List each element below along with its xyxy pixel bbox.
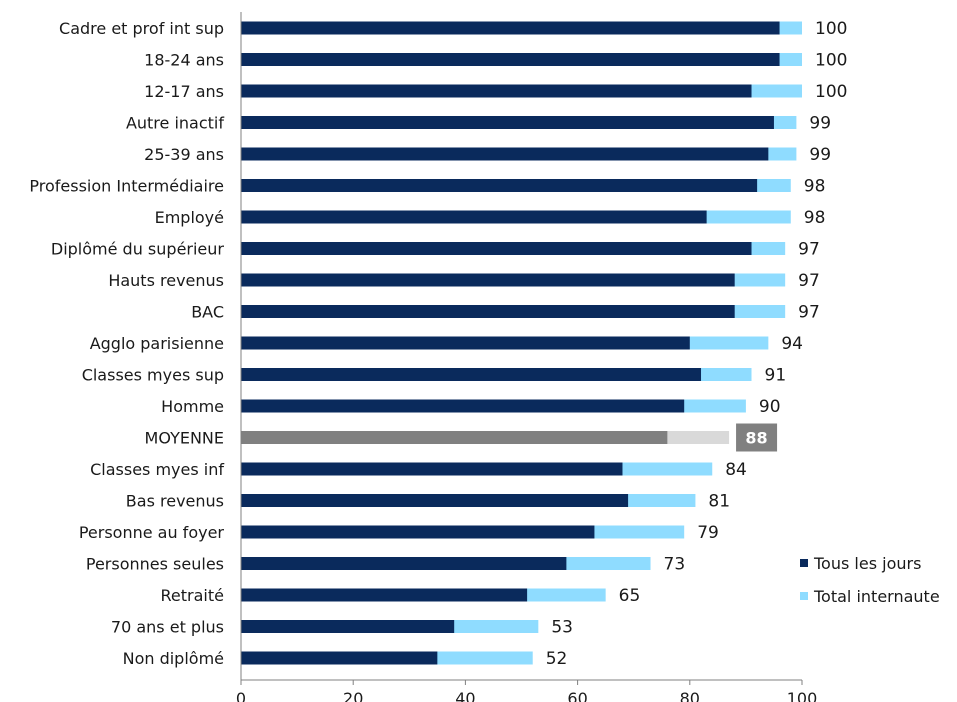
category-label: Personnes seules (86, 555, 224, 574)
category-label: Homme (161, 397, 224, 416)
category-label: Employé (155, 208, 224, 227)
data-label: 73 (664, 555, 686, 575)
category-label: Cadre et prof int sup (59, 19, 224, 38)
category-labels: Cadre et prof int sup 18-24 ans 12-17 ans A… (29, 19, 224, 668)
category-label: 25-39 ans (144, 145, 224, 164)
category-label: 18-24 ans (144, 51, 224, 70)
data-label: 100 (815, 82, 847, 102)
data-label: 99 (809, 114, 831, 134)
data-label: 100 (815, 51, 847, 71)
category-label: 12-17 ans (144, 82, 224, 101)
bar-tous-les-jours (241, 494, 629, 507)
data-label: 94 (781, 334, 803, 354)
data-label: 98 (804, 177, 826, 197)
category-label: Bas revenus (126, 492, 224, 511)
bar-tous-les-jours (241, 84, 752, 98)
bar-tous-les-jours (241, 336, 690, 350)
data-label: 65 (619, 586, 641, 606)
bar-tous-les-jours (241, 557, 567, 570)
data-label: 88 (745, 429, 767, 448)
legend-swatch (800, 559, 808, 567)
bar-tous-les-jours (241, 210, 707, 224)
data-label: 97 (798, 303, 820, 323)
legend-label: Total internaute (813, 587, 940, 606)
data-label: 53 (551, 618, 573, 638)
bar-tous-les-jours (241, 273, 735, 287)
bar-tous-les-jours (241, 399, 685, 413)
category-label: Agglo parisienne (90, 334, 224, 353)
data-label: 99 (809, 145, 831, 165)
legend-swatch (800, 592, 808, 600)
category-label: 70 ans et plus (111, 618, 224, 637)
bar-tous-les-jours (241, 431, 668, 444)
data-label: 52 (546, 649, 568, 669)
bar-tous-les-jours (241, 53, 780, 66)
category-label: Profession Intermédiaire (29, 177, 224, 196)
x-axis: 0 20 40 60 80 100 (236, 12, 817, 702)
category-label: Classes myes sup (82, 366, 224, 385)
bar-tous-les-jours (241, 651, 438, 665)
data-label: 97 (798, 271, 820, 291)
category-label: MOYENNE (145, 429, 224, 448)
x-tick-label: 80 (680, 689, 700, 702)
data-label: 98 (804, 208, 826, 228)
category-label: Personne au foyer (79, 523, 225, 542)
highlight-label-background (736, 423, 778, 452)
x-tick-label: 60 (567, 689, 587, 702)
bar-tous-les-jours (241, 368, 702, 381)
data-label: 79 (697, 523, 719, 543)
bar-tous-les-jours (241, 305, 735, 318)
legend-label: Tous les jours (813, 554, 921, 573)
data-labels: 100 100 100 99 99 98 98 97 97 97 94 91 90 88 84 81 79 73 6… (546, 19, 848, 669)
category-label: Retraité (161, 586, 224, 605)
bar-tous-les-jours (241, 525, 595, 539)
category-label: Classes myes inf (90, 460, 224, 479)
data-label: 91 (765, 366, 787, 386)
bar-tous-les-jours (241, 242, 752, 255)
data-label: 84 (725, 460, 747, 480)
bar-tous-les-jours (241, 179, 758, 192)
data-label: 97 (798, 240, 820, 260)
data-label: 90 (759, 397, 781, 417)
bar-tous-les-jours (241, 620, 455, 633)
bar-tous-les-jours (241, 588, 528, 602)
bars-group (241, 21, 802, 665)
bar-tous-les-jours (241, 462, 623, 476)
data-label: 100 (815, 19, 847, 39)
category-label: Hauts revenus (108, 271, 224, 290)
bar-tous-les-jours (241, 147, 769, 161)
bar-tous-les-jours (241, 21, 780, 35)
category-label: BAC (191, 303, 224, 322)
category-label: Diplômé du supérieur (51, 240, 225, 259)
x-tick-label: 40 (455, 689, 475, 702)
legend: Tous les jours Total internaute (800, 554, 940, 606)
x-tick-label: 0 (236, 689, 246, 702)
data-label: 81 (708, 492, 730, 512)
category-label: Non diplômé (123, 649, 224, 668)
category-label: Autre inactif (126, 114, 224, 133)
x-tick-label: 20 (343, 689, 363, 702)
bar-tous-les-jours (241, 116, 774, 129)
x-tick-label: 100 (787, 689, 818, 702)
